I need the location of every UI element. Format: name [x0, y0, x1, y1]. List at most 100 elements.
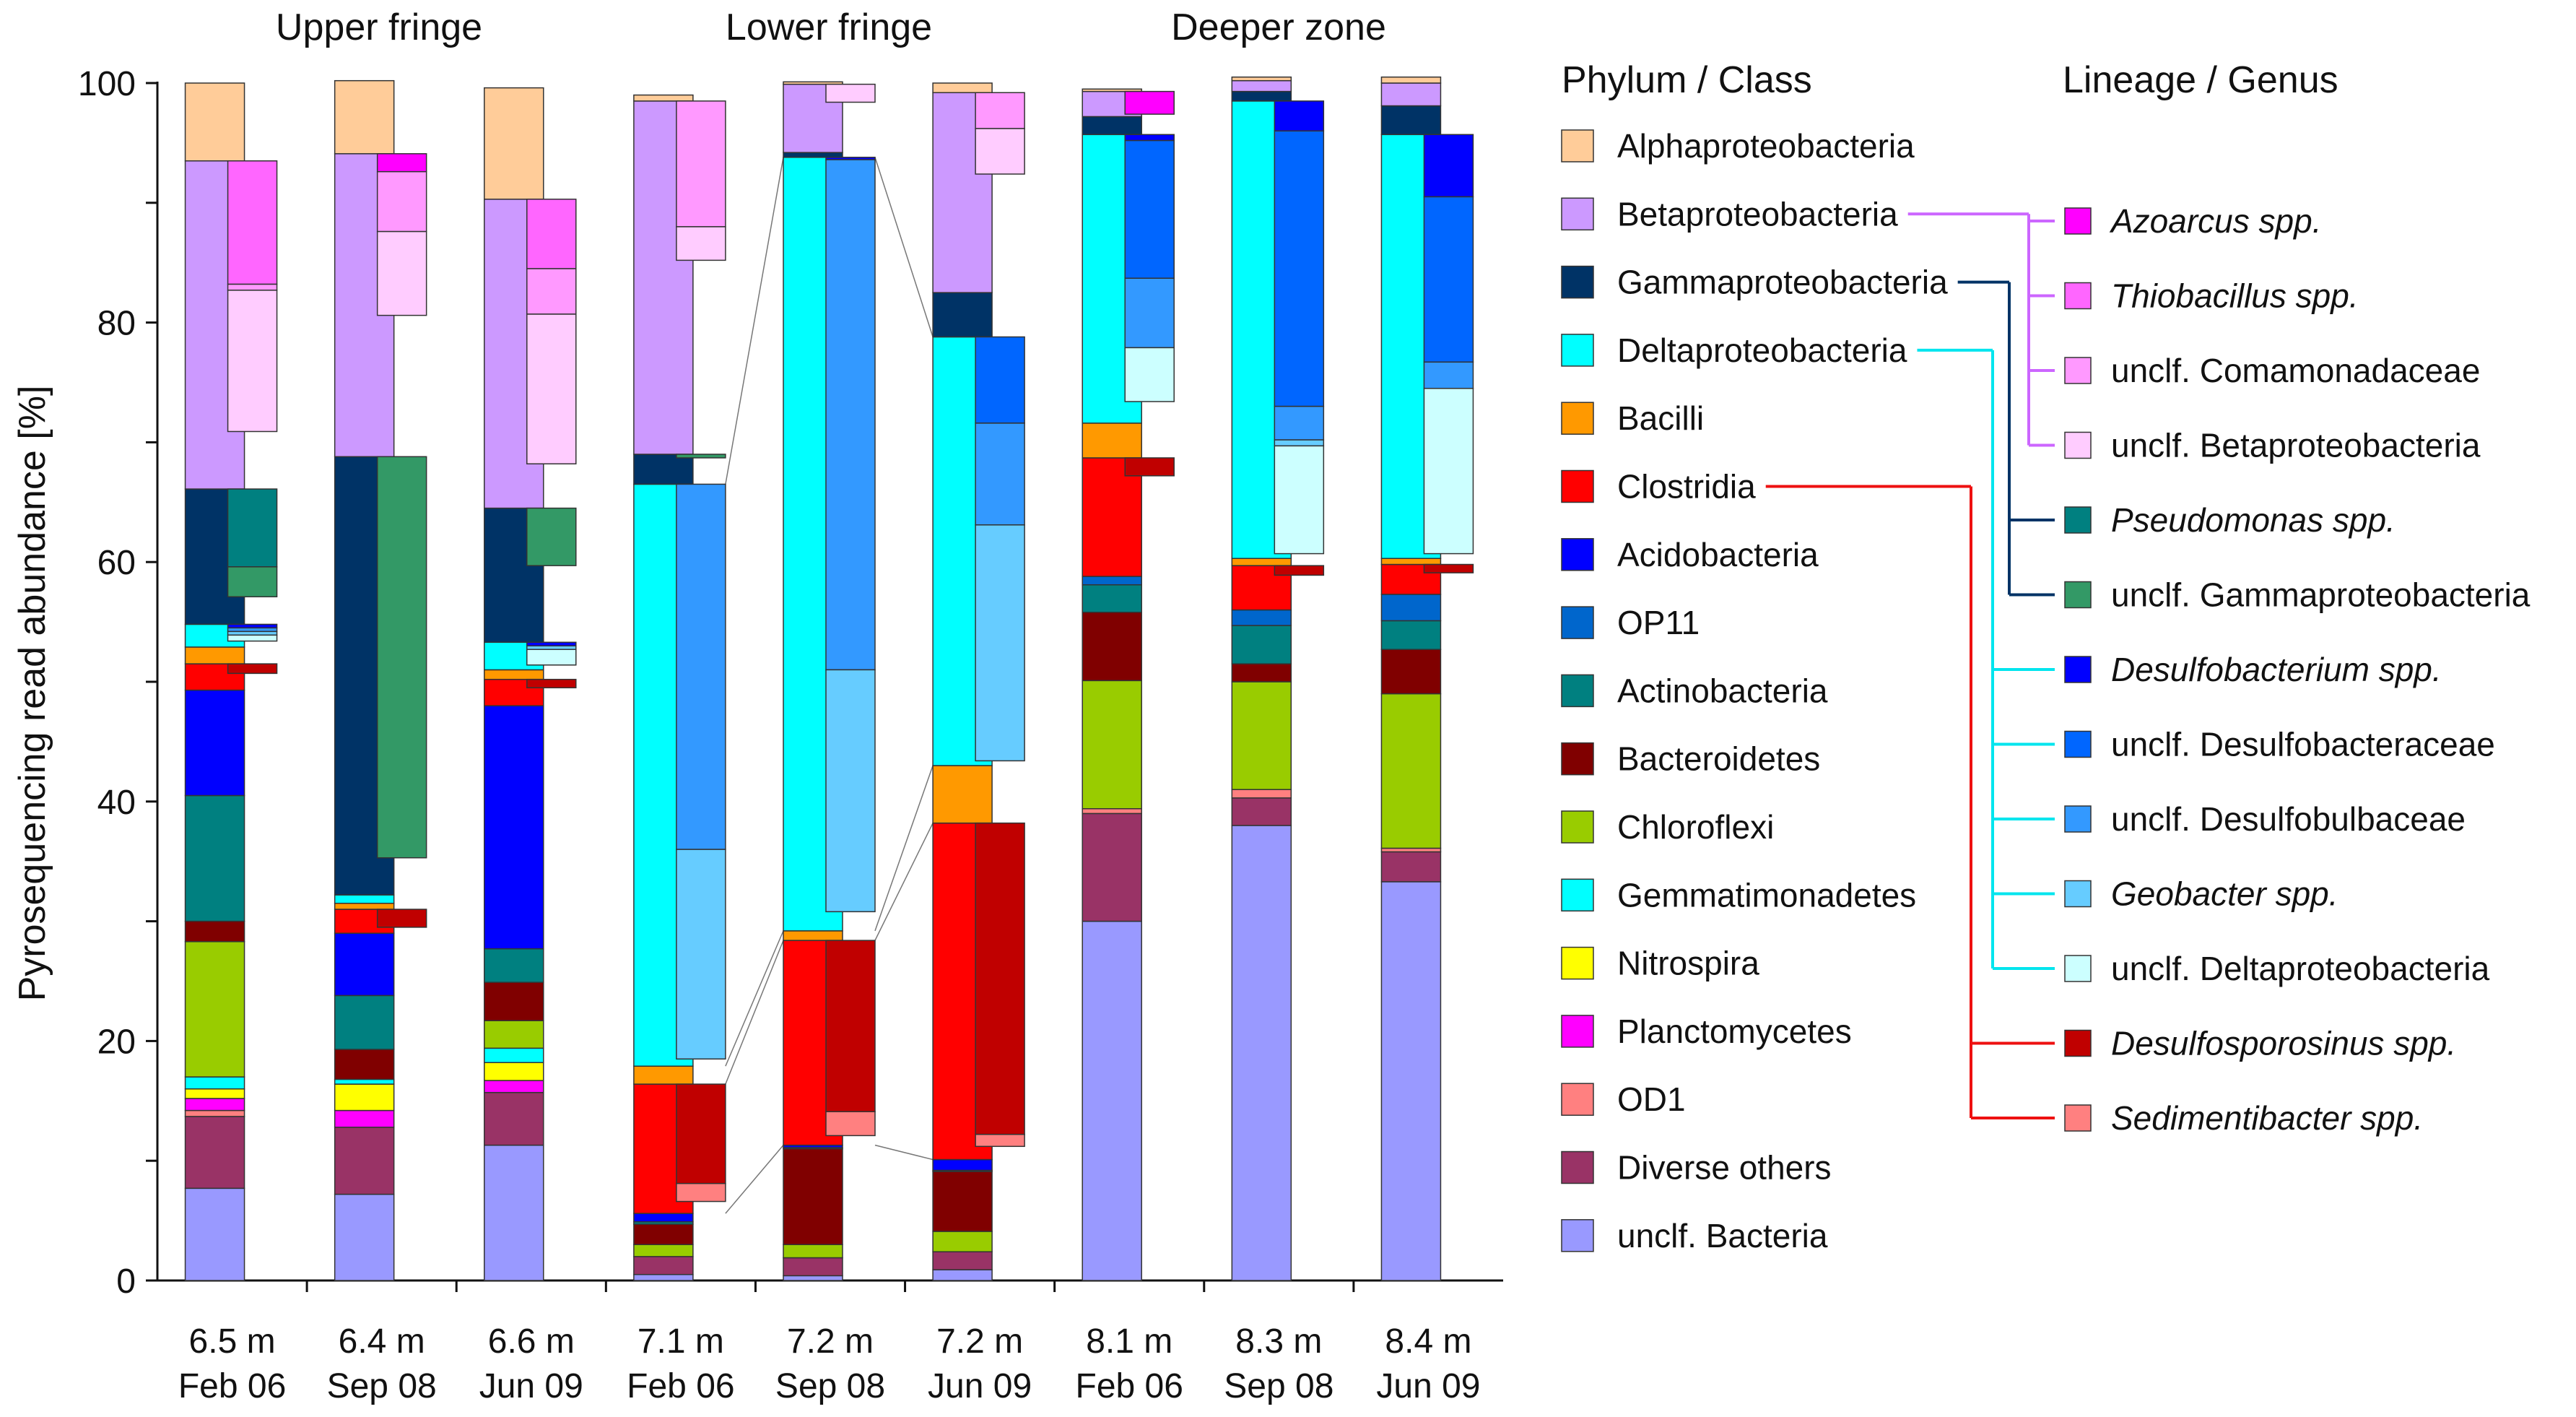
bar-segment-bacteroidetes [633, 1223, 694, 1246]
genus-segment-unclf-betaproteobacteria [376, 230, 427, 316]
genus-segment-desulfosporosinus-spp [376, 909, 427, 928]
genus-segment-unclf-betaproteobacteria [227, 290, 278, 433]
bar-segment-od1 [184, 1109, 245, 1117]
y-tick-label: 100 [78, 65, 136, 103]
bar-segment-gemmatimonadetes [184, 1076, 245, 1090]
bar-segment-unclf-bacteria [1082, 920, 1142, 1281]
genus-segment-sedimentibacter-spp [975, 1133, 1025, 1148]
bar-segment-deltaproteobacteria [334, 894, 395, 904]
bar-segment-diverse-others [1231, 797, 1292, 826]
bar-segment-actinobacteria [184, 794, 245, 922]
genus-segment-unclf-desulfobulbaceae [825, 159, 876, 671]
legend-label-od1: OD1 [1617, 1080, 1686, 1118]
genus-segment-sedimentibacter-spp [825, 1111, 876, 1137]
legend-swatch-diverse-others [1561, 1150, 1594, 1184]
genus-segment-desulfobacterium-spp [1124, 134, 1175, 142]
bar-segment-gemmatimonadetes [334, 1078, 395, 1085]
bar-segment-bacteroidetes [1380, 649, 1442, 695]
bar-segment-op11 [1231, 609, 1292, 626]
bar-segment-gammaproteobacteria [932, 292, 993, 338]
legend-swatch-gemmatimonadetes [1561, 878, 1594, 912]
bar-segment-bacteroidetes [783, 1148, 843, 1246]
genus-segment-thiobacillus-spp [526, 199, 577, 269]
genus-segment-desulfosporosinus-spp [1124, 457, 1175, 477]
x-label-depth: 8.3 m [1235, 1322, 1322, 1361]
genus-segment-desulfosporosinus-spp [1423, 563, 1474, 573]
bar-segment-od1 [1082, 807, 1142, 815]
bar-segment-planctomycetes [184, 1098, 245, 1112]
x-label-depth: 7.2 m [936, 1322, 1023, 1361]
legend-label-unclf-desulfobulbaceae: unclf. Desulfobulbaceae [2111, 800, 2466, 838]
bar-segment-chloroflexi [184, 941, 245, 1078]
genus-segment-desulfosporosinus-spp [526, 678, 577, 689]
bar-segment-alphaproteobacteria [184, 82, 245, 162]
bar-segment-gammaproteobacteria [1082, 116, 1142, 136]
legend-label-diverse-others: Diverse others [1617, 1149, 1832, 1187]
bar-segment-bacteroidetes [1082, 612, 1142, 682]
genus-segment-unclf-desulfobacteraceae [975, 336, 1025, 424]
genus-segment-unclf-deltaproteobacteria [526, 649, 577, 666]
legend-swatch-actinobacteria [1561, 674, 1594, 708]
genus-segment-desulfosporosinus-spp [676, 1083, 726, 1184]
genus-segment-unclf-betaproteobacteria [825, 83, 876, 103]
genus-legend-header: Lineage / Genus [2063, 59, 2338, 101]
bar-segment-betaproteobacteria [1380, 82, 1442, 107]
y-tick-label: 0 [116, 1262, 136, 1301]
bar-segment-acidobacteria [484, 705, 544, 950]
legend-tree [1765, 212, 2055, 1119]
legend-label-nitrospira: Nitrospira [1617, 945, 1759, 982]
y-tick-label: 40 [97, 784, 136, 822]
connector-line [874, 765, 934, 932]
bar-segment-diverse-others [1082, 812, 1142, 922]
genus-segment-unclf-comamonadaceae [376, 170, 427, 233]
genus-segment-unclf-comamonadaceae [676, 100, 726, 228]
legend-swatch-desulfobacterium-spp [2064, 656, 2092, 683]
bar-segment-unclf-bacteria [484, 1144, 544, 1281]
legend-label-unclf-betaproteobacteria: unclf. Betaproteobacteria [2111, 427, 2481, 464]
connector-line [725, 157, 784, 485]
legend-label-sedimentibacter-spp: Sedimentibacter spp. [2111, 1099, 2423, 1137]
legend-label-bacteroidetes: Bacteroidetes [1617, 740, 1820, 778]
bar-segment-op11 [1380, 594, 1442, 622]
legend-label-clostridia: Clostridia [1617, 468, 1756, 506]
legend-swatch-unclf-desulfobacteraceae [2064, 730, 2092, 758]
x-label-depth: 8.1 m [1086, 1322, 1172, 1361]
legend-label-gammaproteobacteria: Gammaproteobacteria [1617, 264, 1948, 301]
genus-segment-unclf-desulfobulbaceae [1274, 405, 1325, 441]
genus-segment-unclf-desulfobulbaceae [676, 483, 726, 850]
bar-segment-bacilli [484, 669, 544, 680]
x-label-date: Feb 06 [627, 1367, 734, 1405]
bar-segment-gammaproteobacteria [633, 454, 694, 485]
genus-segment-unclf-gammaproteobacteria [526, 507, 577, 566]
genus-segment-geobacter-spp [1274, 439, 1325, 447]
bar-segment-bacilli [184, 646, 245, 664]
genus-segment-unclf-gammaproteobacteria [376, 456, 427, 859]
bar-segment-diverse-others [484, 1091, 544, 1146]
bar-segment-od1 [1231, 789, 1292, 799]
genus-segment-unclf-desulfobacteraceae [1124, 139, 1175, 280]
legend-swatch-azoarcus-spp [2064, 207, 2092, 235]
bar-segment-actinobacteria [334, 994, 395, 1050]
legend-swatch-chloroflexi [1561, 810, 1594, 844]
bar-segment-planctomycetes [334, 1109, 395, 1128]
genus-segment-geobacter-spp [975, 524, 1025, 762]
bar-segment-diverse-others [1380, 851, 1442, 883]
bar-segment-alphaproteobacteria [1231, 76, 1292, 82]
bar-segment-actinobacteria [1380, 620, 1442, 650]
genus-segment-sedimentibacter-spp [676, 1182, 726, 1202]
genus-segment-unclf-betaproteobacteria [526, 313, 577, 464]
legend-label-azoarcus-spp: Azoarcus spp. [2109, 202, 2321, 240]
genus-segment-unclf-comamonadaceae [227, 283, 278, 291]
x-label-date: Sep 08 [1224, 1367, 1333, 1405]
bar-segment-alphaproteobacteria [1082, 88, 1142, 92]
genus-segment-desulfosporosinus-spp [975, 822, 1025, 1135]
legend-label-planctomycetes: Planctomycetes [1617, 1013, 1852, 1050]
x-label-depth: 8.4 m [1385, 1322, 1471, 1361]
connector-line [874, 157, 934, 337]
bar-segment-unclf-bacteria [932, 1269, 993, 1281]
bar-segment-actinobacteria [1082, 584, 1142, 613]
genus-segment-pseudomonas-spp [227, 488, 278, 568]
legend-label-pseudomonas-spp: Pseudomonas spp. [2111, 501, 2396, 539]
connector-line [725, 930, 784, 1067]
